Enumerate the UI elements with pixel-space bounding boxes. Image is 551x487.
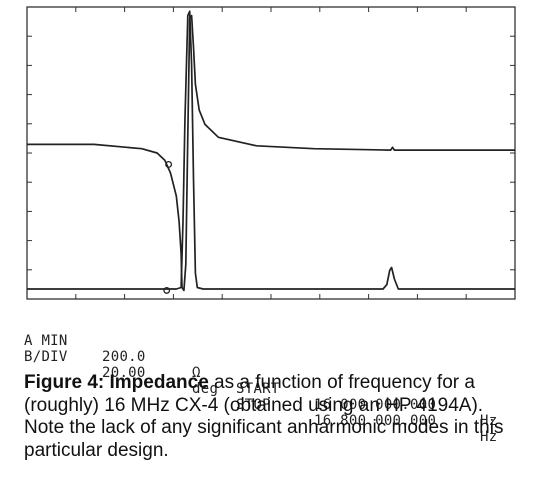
marker-a xyxy=(165,161,173,168)
axis-ticks xyxy=(27,7,515,299)
readout-stop-label: STOP xyxy=(236,397,271,413)
readout-line-2: B/DIV 20.00 deg STOP 16 800 000.000 Hz xyxy=(24,333,497,461)
figure-caption: Figure 4: Impedance as a function of fre… xyxy=(24,372,524,462)
readout-value-a: 200.0 xyxy=(102,349,146,365)
plot-border xyxy=(26,6,516,300)
readout-label-a: A MIN xyxy=(24,333,68,349)
readout-start-label: START xyxy=(236,381,280,397)
readout-unit-a: Ω xyxy=(192,365,201,381)
caption-text: as a function of frequency for a (roughl… xyxy=(24,372,504,461)
readout-start-freq: 16 000 000.000 xyxy=(314,397,437,413)
readout-label-b: B/DIV xyxy=(24,349,68,365)
readout-line-1: A MIN 200.0 Ω START 16 000 000.000 Hz xyxy=(24,317,497,445)
readout-value-b: 20.00 xyxy=(102,365,146,381)
caption-title: Figure 4: Impedance xyxy=(24,372,209,393)
readout-unit-b: deg xyxy=(192,381,219,397)
readout-stop-freq: 16 800 000.000 xyxy=(314,413,437,429)
plot-frame xyxy=(26,6,516,300)
trace-b xyxy=(27,10,515,290)
readout-stop-hz: Hz xyxy=(480,429,498,445)
trace-a xyxy=(27,14,515,292)
marker-b xyxy=(163,286,171,294)
traces xyxy=(27,10,515,294)
readout-start-hz: Hz xyxy=(480,413,498,429)
